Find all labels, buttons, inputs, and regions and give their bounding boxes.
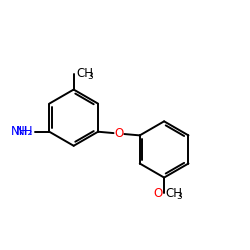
Text: 3: 3: [176, 192, 182, 201]
Text: NH₂: NH₂: [11, 125, 34, 138]
Text: O: O: [114, 127, 124, 140]
Text: CH: CH: [165, 187, 182, 200]
Text: CH: CH: [76, 67, 94, 80]
Text: NH: NH: [16, 125, 34, 138]
Text: O: O: [154, 187, 163, 200]
Text: 3: 3: [87, 72, 93, 81]
